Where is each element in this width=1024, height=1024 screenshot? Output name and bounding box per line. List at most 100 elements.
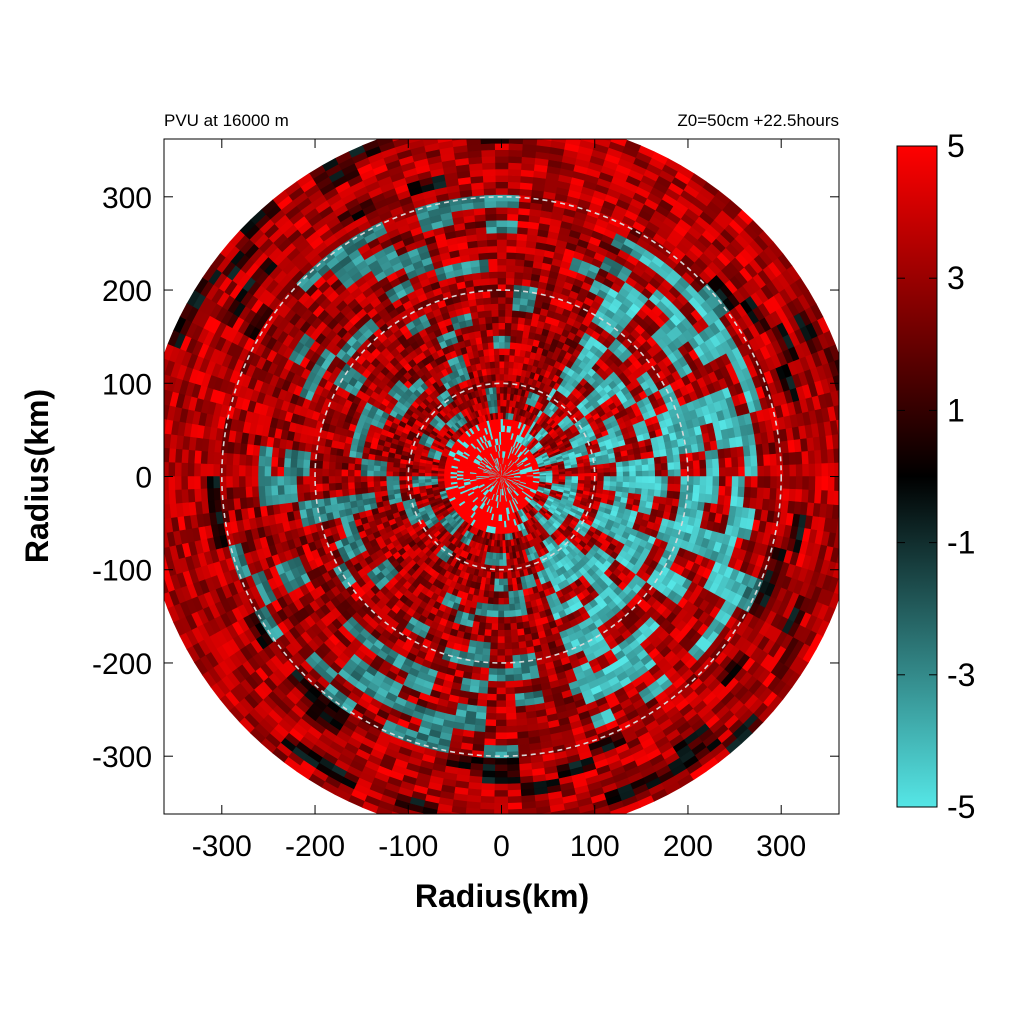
- field-cell: [360, 481, 368, 489]
- field-cell: [498, 604, 505, 612]
- field-cell: [315, 460, 323, 470]
- field-cell: [335, 489, 343, 498]
- field-cell: [571, 476, 579, 481]
- pvu-field: [164, 139, 839, 814]
- field-cell: [699, 467, 707, 477]
- field-cell: [492, 604, 500, 612]
- field-cell: [496, 546, 501, 554]
- field-cell: [622, 481, 630, 488]
- field-cell: [493, 584, 500, 593]
- field-cell: [485, 622, 493, 631]
- field-cell: [488, 668, 498, 676]
- field-cell: [615, 485, 624, 493]
- field-cell: [597, 476, 605, 482]
- field-cell: [315, 452, 324, 462]
- field-cell: [698, 492, 707, 503]
- field-cell: [616, 476, 624, 482]
- field-cell: [487, 258, 498, 266]
- field-cell: [533, 476, 541, 479]
- field-cell: [705, 458, 714, 469]
- field-cell: [398, 471, 406, 477]
- field-cell: [290, 493, 299, 504]
- field-cell: [629, 476, 637, 483]
- field-cell: [503, 348, 510, 356]
- field-cell: [497, 303, 506, 311]
- field-cell: [546, 476, 554, 479]
- field-cell: [526, 476, 534, 479]
- field-cell: [490, 303, 499, 311]
- field-cell: [492, 341, 500, 349]
- field-cell: [475, 641, 485, 649]
- field-cell: [513, 667, 523, 676]
- field-cell: [478, 622, 487, 630]
- field-cell: [321, 483, 330, 492]
- field-cell: [517, 316, 526, 325]
- field-cell: [504, 315, 512, 324]
- field-cell: [504, 629, 512, 638]
- field-cell: [379, 465, 387, 472]
- field-cell: [597, 471, 605, 477]
- field-cell: [347, 456, 356, 465]
- field-cell: [558, 476, 566, 480]
- field-cell: [498, 341, 505, 349]
- field-cell: [512, 290, 522, 299]
- field-cell: [373, 460, 382, 467]
- field-cell: [480, 609, 488, 618]
- field-cell: [496, 264, 507, 272]
- field-cell: [674, 476, 682, 485]
- field-cell: [505, 271, 515, 279]
- field-cell: [302, 476, 310, 486]
- field-cell: [398, 467, 407, 473]
- field-cell: [503, 354, 510, 362]
- field-cell: [494, 367, 500, 375]
- field-cell: [411, 476, 419, 481]
- field-cell: [476, 634, 486, 643]
- field-cell: [487, 597, 495, 605]
- field-cell: [302, 459, 311, 469]
- field-cell: [489, 578, 496, 586]
- field-cell: [584, 479, 592, 485]
- field-cell: [493, 354, 500, 362]
- field-cell: [510, 322, 518, 331]
- field-cell: [481, 654, 491, 663]
- field-cell: [505, 277, 515, 285]
- field-cell: [496, 681, 507, 689]
- field-cell: [289, 484, 298, 495]
- field-cell: [610, 476, 618, 482]
- field-cell: [673, 483, 682, 492]
- field-cell: [475, 304, 485, 312]
- field-cell: [328, 468, 336, 477]
- field-cell: [504, 303, 513, 311]
- field-cell: [483, 303, 492, 312]
- field-cell: [505, 668, 515, 676]
- field-cell: [515, 335, 523, 344]
- field-cell: [518, 641, 528, 649]
- field-cell: [495, 552, 501, 561]
- field-cell: [296, 467, 304, 477]
- field-cell: [494, 578, 500, 586]
- field-cell: [667, 461, 675, 470]
- field-cell: [398, 476, 406, 482]
- field-cell: [361, 452, 370, 460]
- field-cell: [477, 628, 486, 637]
- field-cell: [514, 680, 524, 688]
- field-cell: [504, 335, 511, 343]
- field-cell: [635, 481, 643, 489]
- field-cell: [492, 610, 499, 618]
- field-cell: [691, 492, 700, 502]
- field-cell: [509, 335, 517, 343]
- field-cell: [504, 290, 514, 298]
- field-cell: [315, 468, 323, 477]
- field-cell: [635, 476, 643, 483]
- field-cell: [497, 668, 506, 676]
- field-cell: [502, 386, 508, 394]
- field-cell: [510, 622, 518, 631]
- field-cell: [504, 636, 513, 644]
- field-cell: [347, 463, 355, 471]
- field-cell: [647, 456, 656, 465]
- field-cell: [503, 604, 511, 612]
- field-cell: [680, 483, 688, 493]
- field-cell: [654, 462, 662, 471]
- field-cell: [385, 466, 394, 473]
- field-cell: [661, 476, 669, 484]
